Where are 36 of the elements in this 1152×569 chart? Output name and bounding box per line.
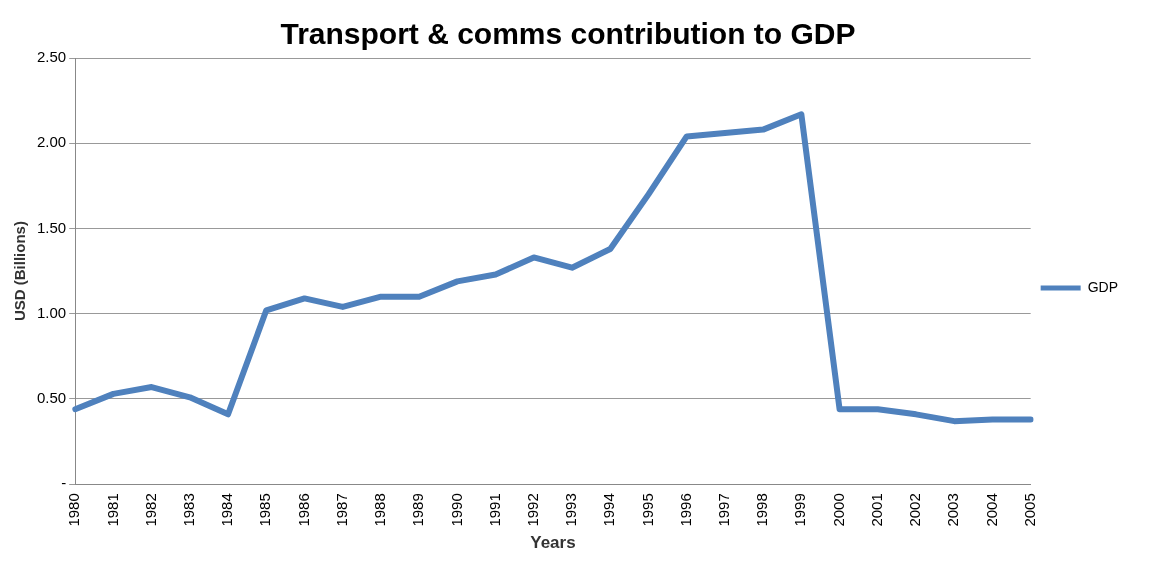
x-tick-label: 1997 (715, 493, 733, 527)
x-tick-label: 2003 (944, 493, 962, 527)
y-tick-label: 2.50 (36, 48, 67, 66)
x-tick-label: 2000 (829, 493, 847, 527)
x-tick-label: 1990 (447, 493, 465, 527)
chart-title: Transport & comms contribution to GDP (280, 17, 856, 51)
x-tick-label: 1985 (256, 493, 274, 527)
x-tick-label: 1983 (179, 493, 197, 527)
x-tick-label: 1989 (409, 493, 427, 527)
x-axis-title: Years (530, 533, 576, 553)
x-tick-label: 1993 (562, 493, 580, 527)
x-tick-label: 2005 (1020, 493, 1038, 527)
x-tick-label: 1999 (791, 493, 809, 527)
legend-label: GDP (1087, 278, 1119, 295)
x-tick-label: 1994 (600, 493, 618, 527)
x-tick-label: 1980 (65, 493, 83, 527)
y-tick-label: - (61, 474, 67, 492)
x-tick-label: 2002 (906, 493, 924, 527)
y-tick-label: 2.00 (36, 133, 67, 151)
x-tick-label: 1998 (753, 493, 771, 527)
x-tick-label: 1987 (332, 493, 350, 527)
y-axis-title: USD (Billions) (11, 221, 29, 322)
x-tick-label: 2004 (982, 493, 1000, 527)
x-tick-label: 1986 (294, 493, 312, 527)
y-tick-label: 1.50 (36, 218, 67, 236)
x-tick-label: 2001 (867, 493, 885, 527)
x-tick-label: 1988 (371, 493, 389, 527)
y-tick-label: 1.00 (36, 303, 67, 321)
x-tick-label: 1984 (218, 493, 236, 527)
x-tick-label: 1981 (103, 493, 121, 527)
x-tick-label: 1992 (523, 493, 541, 527)
x-tick-label: 1982 (141, 493, 159, 527)
x-tick-label: 1995 (638, 493, 656, 527)
x-tick-label: 1996 (676, 493, 694, 527)
x-tick-label: 1991 (485, 493, 503, 527)
y-tick-label: 0.50 (36, 389, 67, 407)
